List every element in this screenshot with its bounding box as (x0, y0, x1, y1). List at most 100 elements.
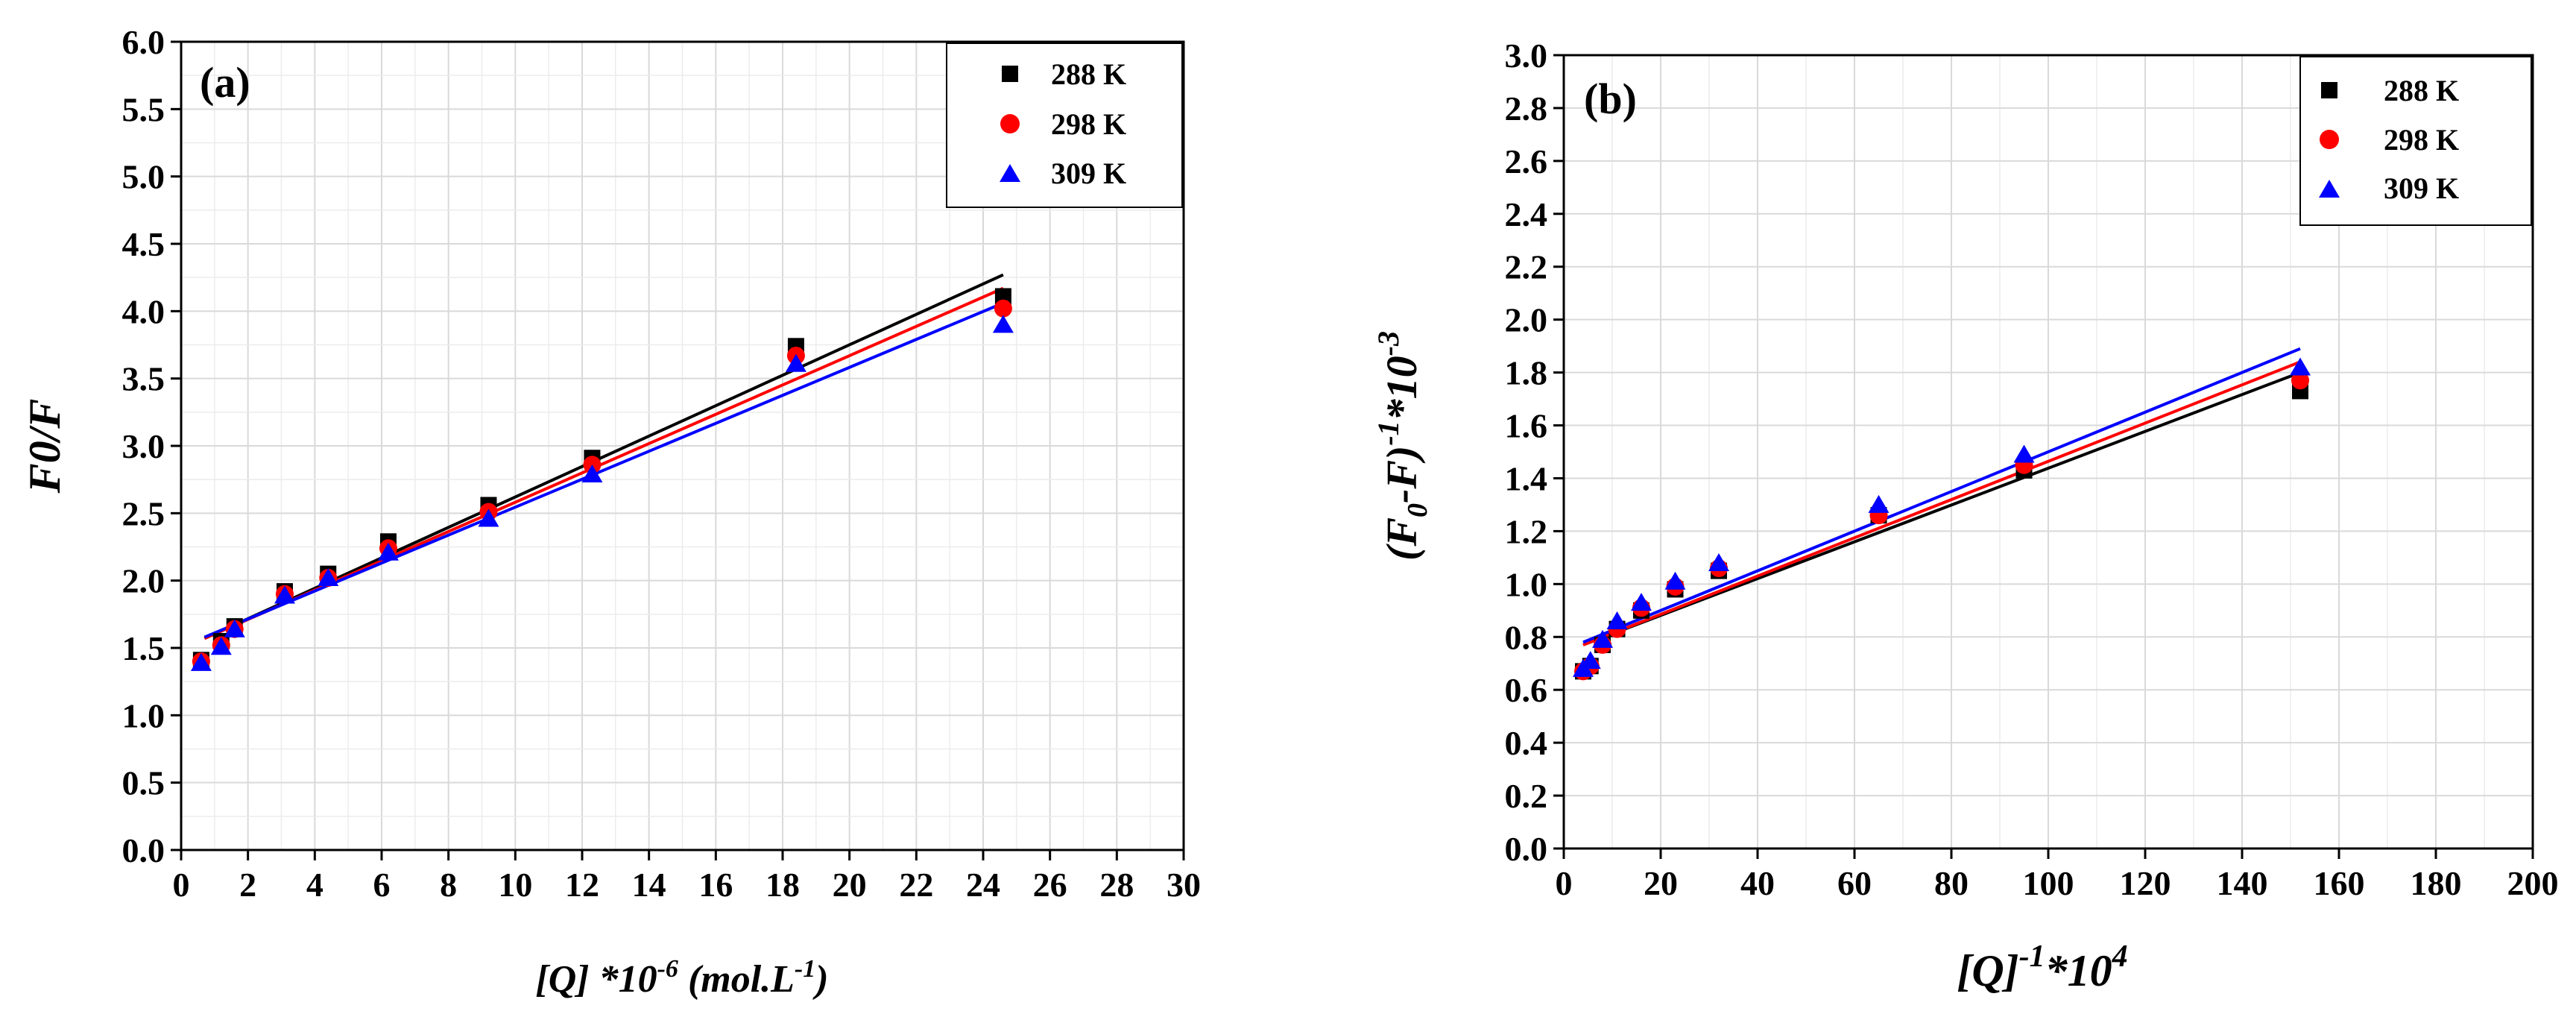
x-label-superscript: 4 (2112, 939, 2128, 974)
legend-marker-298-circle (2320, 130, 2339, 149)
data-point-309-k (1708, 552, 1729, 571)
panel-b-data-points (1573, 357, 2311, 681)
x-tick-label: 160 (2314, 864, 2365, 902)
y-tick-label: 3.0 (122, 427, 165, 465)
panel-b-y-axis-label: (F0-F)-1*10-3 (1371, 331, 1433, 561)
data-point-309-k (1606, 611, 1628, 629)
data-point-298-k (994, 299, 1012, 318)
y-tick-label: 1.0 (1505, 565, 1548, 603)
legend-label-309: 309 K (2384, 171, 2459, 205)
panel-a-x-tick-labels: 0 2 4 6 8 10 12 14 16 18 20 22 24 26 28 30 (173, 850, 1201, 904)
legend-marker-288-square (2321, 82, 2337, 98)
x-tick-label: 180 (2411, 864, 2462, 902)
panel-a-fit-lines (203, 273, 1004, 640)
data-point-309-k (581, 464, 603, 482)
data-point-309-k (377, 542, 399, 561)
y-label-part: (F (1377, 517, 1426, 561)
x-tick-label: 24 (966, 866, 1000, 904)
legend-label-288: 288 K (2384, 74, 2459, 107)
x-label-part: [Q] (1957, 946, 2018, 995)
y-tick-label: 0.0 (1505, 830, 1548, 868)
data-point-309-k (210, 637, 232, 655)
x-tick-label: 100 (2023, 864, 2074, 902)
x-tick-label: 6 (373, 866, 391, 904)
data-point-309-k (224, 619, 245, 637)
fit-line-298-k (1582, 360, 2301, 646)
x-label-part: [Q] *10 (535, 958, 657, 1001)
legend-label-288: 288 K (1051, 57, 1126, 91)
y-tick-label: 1.0 (122, 696, 165, 734)
panel-a-data-points (190, 288, 1014, 671)
x-tick-label: 22 (899, 866, 933, 904)
x-label-part: (mol.L (678, 958, 795, 1001)
y-tick-label: 1.2 (1505, 512, 1548, 550)
y-tick-label: 2.0 (122, 562, 165, 600)
panel-a-y-tick-labels: 0.0 0.5 1.0 1.5 2.0 2.5 3.0 3.5 4.0 4.5 5.0 5.5 6.0 (122, 23, 181, 869)
y-tick-label: 3.5 (122, 360, 165, 398)
panel-a-legend-box (946, 42, 1183, 208)
y-tick-label: 5.5 (122, 90, 165, 128)
y-tick-label: 5.0 (122, 158, 165, 196)
x-tick-label: 80 (1934, 864, 1969, 902)
y-label-superscript: -3 (1371, 331, 1405, 356)
y-tick-label: 0.5 (122, 764, 165, 802)
panel-b-fit-lines (1582, 347, 2301, 646)
y-tick-label: 0.0 (122, 831, 165, 869)
y-tick-label: 2.2 (1505, 248, 1548, 286)
x-tick-label: 20 (833, 866, 867, 904)
x-tick-label: 4 (306, 866, 323, 904)
y-tick-label: 0.2 (1505, 777, 1548, 815)
legend-marker-309-triangle (2319, 180, 2340, 198)
x-label-superscript: -1 (2019, 939, 2045, 974)
panel-a-label: (a) (200, 58, 250, 107)
x-tick-label: 120 (2120, 864, 2171, 902)
y-tick-label: 1.8 (1505, 354, 1548, 392)
data-point-309-k (478, 508, 499, 527)
data-point-309-k (318, 568, 339, 587)
data-point-309-k (1664, 571, 1686, 590)
y-tick-label: 6.0 (122, 23, 165, 61)
y-label-superscript: -1 (1371, 421, 1405, 445)
y-tick-label: 0.4 (1505, 724, 1548, 762)
data-point-309-k (1592, 629, 1613, 648)
fit-line-288-k (1582, 371, 2301, 646)
x-tick-label: 200 (2507, 864, 2559, 902)
x-tick-label: 40 (1740, 864, 1775, 902)
data-point-309-k (190, 652, 212, 671)
data-point-309-k (274, 585, 295, 604)
panel-b-x-tick-labels: 0 20 40 60 80 100 120 140 160 180 200 (1556, 848, 2559, 902)
x-tick-label: 14 (632, 866, 666, 904)
panel-b-label: (b) (1584, 75, 1637, 123)
y-tick-label: 2.6 (1505, 142, 1548, 180)
fit-line-288-k (203, 273, 1004, 640)
legend-marker-288-square (1002, 66, 1018, 82)
x-tick-label: 2 (239, 866, 256, 904)
y-label-part: -F) (1377, 446, 1426, 503)
y-tick-label: 2.4 (1505, 195, 1548, 233)
x-tick-label: 10 (498, 866, 532, 904)
y-tick-label: 2.0 (1505, 301, 1548, 339)
y-tick-label: 3.0 (1505, 37, 1548, 75)
panel-a-x-axis-label: [Q] *10-6 (mol.L-1) (535, 955, 828, 1001)
panel-b-y-tick-labels: 0.0 0.2 0.4 0.6 0.8 1.0 1.2 1.4 1.6 1.8 2.0 2.2 2.4 2… (1505, 37, 1564, 868)
x-tick-label: 20 (1644, 864, 1678, 902)
legend-marker-298-circle (1000, 114, 1020, 133)
y-tick-label: 2.5 (122, 494, 165, 532)
x-tick-label: 18 (765, 866, 800, 904)
y-tick-label: 1.6 (1505, 407, 1548, 445)
legend-label-298: 298 K (2384, 123, 2459, 157)
x-tick-label: 12 (565, 866, 599, 904)
x-tick-label: 28 (1099, 866, 1134, 904)
data-point-309-k (1868, 494, 1890, 513)
x-tick-label: 140 (2217, 864, 2268, 902)
legend-label-309: 309 K (1051, 157, 1126, 190)
y-tick-label: 0.6 (1505, 671, 1548, 709)
y-tick-label: 1.5 (122, 629, 165, 667)
data-point-309-k (2290, 357, 2311, 376)
x-tick-label: 16 (698, 866, 733, 904)
x-tick-label: 30 (1167, 866, 1201, 904)
x-label-part: *10 (2045, 946, 2112, 995)
fit-line-309-k (1582, 347, 2301, 644)
panel-a-y-axis-label: F0/F (20, 399, 69, 494)
